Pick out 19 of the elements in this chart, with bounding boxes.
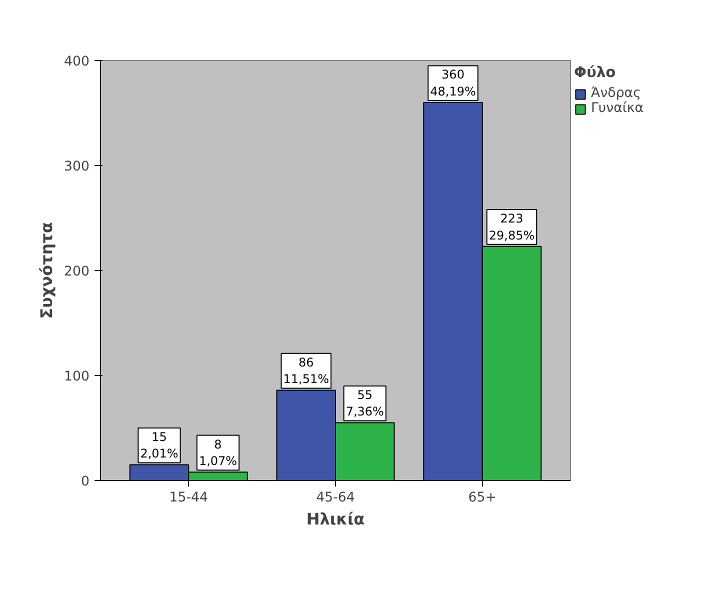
legend-label: Γυναίκα xyxy=(591,101,644,116)
y-tick-label: 0 xyxy=(81,474,90,490)
x-tick-label: 65+ xyxy=(468,490,496,506)
data-label: 15 2,01% xyxy=(140,430,178,461)
x-tick-label: 15-44 xyxy=(169,490,208,506)
x-axis-title: Ηλικία xyxy=(306,510,365,528)
y-tick-label: 300 xyxy=(64,160,90,174)
data-label: 360 48,19% xyxy=(430,68,476,98)
y-tick-label: 200 xyxy=(64,264,90,280)
y-tick-label: 400 xyxy=(64,54,90,70)
x-tick-label: 45-64 xyxy=(316,490,355,506)
legend-title: Φύλο xyxy=(574,64,617,81)
data-label: 86 11,51% xyxy=(283,355,330,386)
legend-label: Άνδρας xyxy=(591,86,641,101)
y-axis-title: Συχνότητα xyxy=(37,222,56,319)
y-tick-label: 100 xyxy=(64,370,90,384)
data-label: 55 7,36% xyxy=(346,388,384,419)
data-label: 8 1,07% xyxy=(198,437,238,468)
data-label: 223 29,85% xyxy=(488,212,535,242)
